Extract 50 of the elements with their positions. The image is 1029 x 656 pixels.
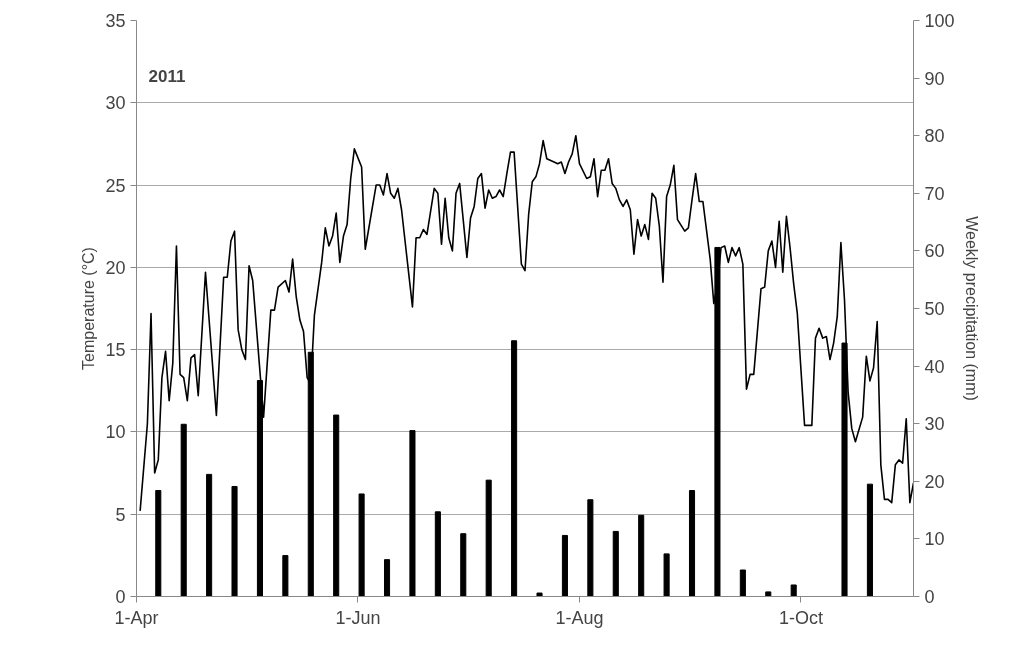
- y2-tick-label: 100: [924, 11, 955, 31]
- y2-tick-label: 20: [924, 471, 945, 492]
- bar: [511, 340, 518, 597]
- bar: [790, 584, 797, 597]
- y-tick-label: 10: [105, 422, 126, 443]
- bar: [383, 559, 391, 597]
- y2-tick-label: 40: [924, 356, 945, 377]
- bar: [180, 423, 187, 597]
- bar: [231, 485, 238, 597]
- bar: [434, 511, 441, 597]
- y2-tick-label: 0: [924, 587, 935, 607]
- y2-tick-label: 80: [924, 126, 945, 147]
- bar: [333, 414, 340, 597]
- x-tick-label: 1-Oct: [778, 607, 823, 628]
- y-tick-label: 15: [105, 340, 126, 361]
- bar: [561, 534, 568, 597]
- y2-tick-label: 10: [924, 529, 945, 550]
- bar: [765, 591, 772, 597]
- y2-tick-label: 90: [924, 68, 945, 89]
- x-tick-label: 1-Aug: [555, 607, 604, 628]
- y-tick-label: 25: [105, 175, 126, 196]
- y-tick-label: 5: [115, 504, 126, 525]
- bar: [638, 514, 645, 597]
- bar: [688, 490, 696, 597]
- bar: [663, 553, 670, 597]
- y2-tick-label: 30: [924, 414, 945, 435]
- y-tick-label: 0: [115, 587, 126, 607]
- bar: [409, 430, 416, 597]
- x-tick-label: 1-Apr: [114, 607, 159, 628]
- bar: [739, 569, 746, 597]
- bar: [358, 493, 365, 597]
- bar: [587, 499, 594, 597]
- bar: [206, 473, 213, 597]
- y2-tick-label: 60: [924, 241, 945, 262]
- annotation: 2011: [148, 66, 186, 86]
- y2-tick-label: 70: [924, 183, 945, 204]
- bar: [155, 490, 162, 597]
- bar: [282, 555, 289, 597]
- y2-tick-label: 50: [924, 299, 945, 319]
- bar: [460, 533, 467, 597]
- bar: [536, 592, 543, 597]
- bar: [612, 530, 619, 597]
- y2-axis-title: Weekly precipitation (mm): [962, 216, 980, 401]
- x-tick-label: 1-Jun: [335, 607, 381, 628]
- y-tick-label: 35: [105, 11, 126, 31]
- y-tick-label: 20: [105, 257, 126, 278]
- bar: [485, 479, 492, 597]
- bar: [866, 483, 873, 597]
- y-axis-title: Temperature (°C): [80, 247, 98, 370]
- y-tick-label: 30: [105, 93, 126, 114]
